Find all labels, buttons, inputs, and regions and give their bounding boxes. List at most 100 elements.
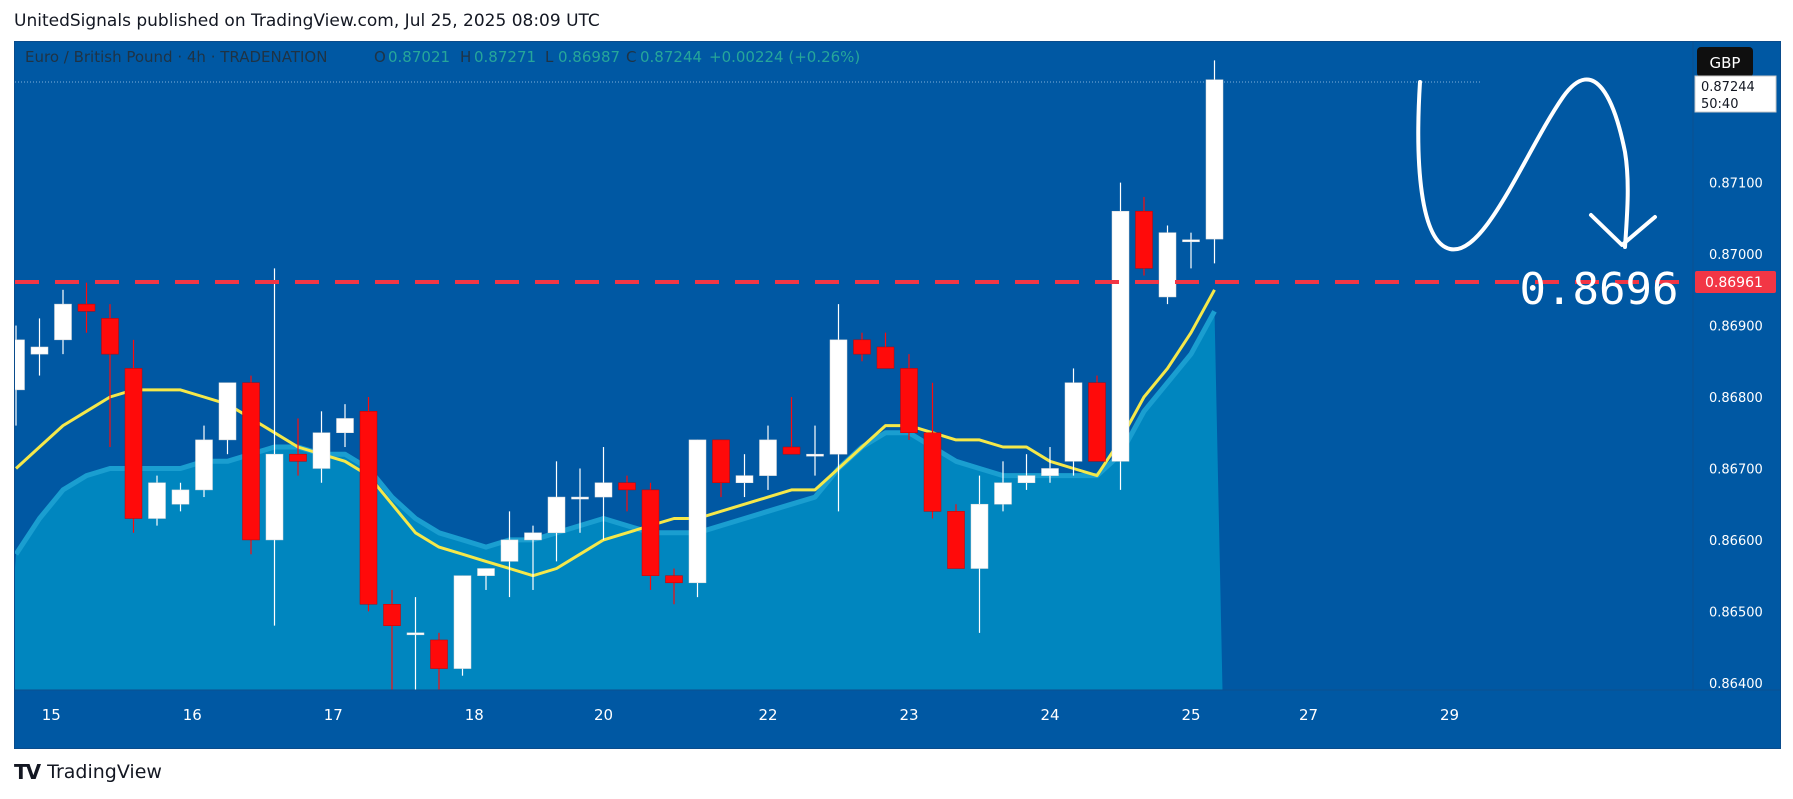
candle xyxy=(15,325,25,426)
last-price-value: 0.87244 xyxy=(1701,80,1755,95)
price-tick-label: 0.86800 xyxy=(1709,391,1763,406)
price-ticks: 0.86400 0.86500 0.86600 0.86700 0.86800 0.869… xyxy=(1709,177,1763,692)
candle-body xyxy=(453,575,472,669)
tradingview-footer[interactable]: TV TradingView xyxy=(14,760,162,784)
candle-body xyxy=(336,418,354,433)
time-tick-label: 24 xyxy=(1040,706,1059,724)
candle-body xyxy=(148,482,166,519)
candle-body xyxy=(806,453,824,457)
currency-button[interactable] xyxy=(1697,47,1753,77)
candle xyxy=(829,304,848,512)
legend-change: +0.00224 (+0.26%) xyxy=(709,48,860,66)
legend-h-label: H xyxy=(460,48,471,66)
candle xyxy=(171,482,190,512)
candle-body xyxy=(618,482,636,491)
candle xyxy=(712,439,730,498)
legend-h-value: 0.87271 xyxy=(474,48,536,66)
candle xyxy=(571,468,589,533)
ohlc-legend: Euro / British Pound · 4h · TRADENATION … xyxy=(25,48,860,66)
chart-frame[interactable]: 0.8696 Euro / British Pound · 4h · TRADE… xyxy=(14,41,1781,749)
candle-body xyxy=(77,303,96,312)
candle-body xyxy=(1017,475,1036,484)
candle xyxy=(876,332,895,369)
candle-body xyxy=(782,446,801,455)
area-line xyxy=(15,310,1217,556)
candle xyxy=(1064,368,1083,476)
candle xyxy=(806,425,824,476)
legend-c-value: 0.87244 xyxy=(640,48,702,66)
ma-line xyxy=(15,289,1216,578)
price-axis[interactable]: 0.86400 0.86500 0.86600 0.86700 0.86800 0.869… xyxy=(1692,42,1780,692)
candle-body xyxy=(900,368,918,433)
candle-body xyxy=(477,568,495,576)
candle xyxy=(430,632,448,690)
candle xyxy=(735,454,754,498)
candle-body xyxy=(359,411,378,605)
candle xyxy=(406,597,425,690)
tradingview-logo-icon: TV xyxy=(14,760,41,784)
legend-c-label: C xyxy=(626,48,636,66)
price-tick-label: 0.86700 xyxy=(1709,463,1763,478)
time-tick-label: 17 xyxy=(324,706,343,724)
candle xyxy=(101,304,119,448)
level-annotation-text: 0.8696 xyxy=(1520,264,1679,315)
last-price-countdown: 50:40 xyxy=(1701,97,1738,112)
candle xyxy=(923,382,942,519)
area-fill xyxy=(15,311,1223,690)
candle xyxy=(524,525,542,590)
candle xyxy=(30,318,49,376)
candle xyxy=(1158,225,1177,305)
candle xyxy=(336,404,354,448)
moving-average-line xyxy=(15,289,1216,578)
candle xyxy=(195,425,213,498)
candle-body xyxy=(688,439,707,584)
price-chart[interactable]: 0.8696 Euro / British Pound · 4h · TRADE… xyxy=(15,42,1780,748)
candle-body xyxy=(289,453,307,462)
candle xyxy=(594,447,613,540)
candle xyxy=(1017,454,1036,490)
candle-body xyxy=(712,439,730,484)
candle xyxy=(782,397,801,455)
candle xyxy=(618,475,636,512)
candle xyxy=(688,439,707,598)
candle-body xyxy=(54,303,72,341)
candle-body xyxy=(124,368,143,519)
candle xyxy=(453,575,472,676)
candle-body xyxy=(759,439,777,476)
candle xyxy=(77,282,96,333)
candle-body xyxy=(1088,382,1106,462)
candle-body xyxy=(1041,468,1059,476)
candle-body xyxy=(923,432,942,512)
time-tick-label: 15 xyxy=(42,706,61,724)
time-tick-label: 18 xyxy=(465,706,484,724)
candle-body xyxy=(1111,210,1130,462)
candle xyxy=(242,375,260,555)
candle-body xyxy=(665,575,683,584)
candle-body xyxy=(312,432,331,469)
candle xyxy=(641,482,660,590)
price-tick-label: 0.86900 xyxy=(1709,320,1763,335)
time-tick-label: 27 xyxy=(1299,706,1318,724)
level-price-value: 0.86961 xyxy=(1705,275,1763,291)
baseline-area xyxy=(15,310,1223,690)
candle-body xyxy=(171,489,190,505)
last-price-tag xyxy=(1694,75,1777,113)
candle xyxy=(1182,232,1200,269)
published-header: UnitedSignals published on TradingView.c… xyxy=(14,11,600,31)
candle-body xyxy=(195,439,213,491)
candle xyxy=(218,382,237,455)
candle xyxy=(265,268,284,626)
time-tick-label: 16 xyxy=(183,706,202,724)
candle xyxy=(383,589,401,690)
currency-button-label[interactable]: GBP xyxy=(1710,54,1741,72)
time-axis[interactable]: 15 16 17 18 20 22 23 24 25 27 29 xyxy=(15,689,1780,748)
candle-body xyxy=(15,339,25,391)
price-tick-label: 0.86500 xyxy=(1709,605,1763,620)
candle-body xyxy=(1205,79,1224,240)
price-tick-label: 0.86400 xyxy=(1709,677,1763,692)
time-axis-bg xyxy=(15,690,1780,748)
candle xyxy=(1111,182,1130,490)
candle xyxy=(312,411,331,483)
candle-body xyxy=(524,532,542,541)
candle-body xyxy=(994,482,1012,505)
